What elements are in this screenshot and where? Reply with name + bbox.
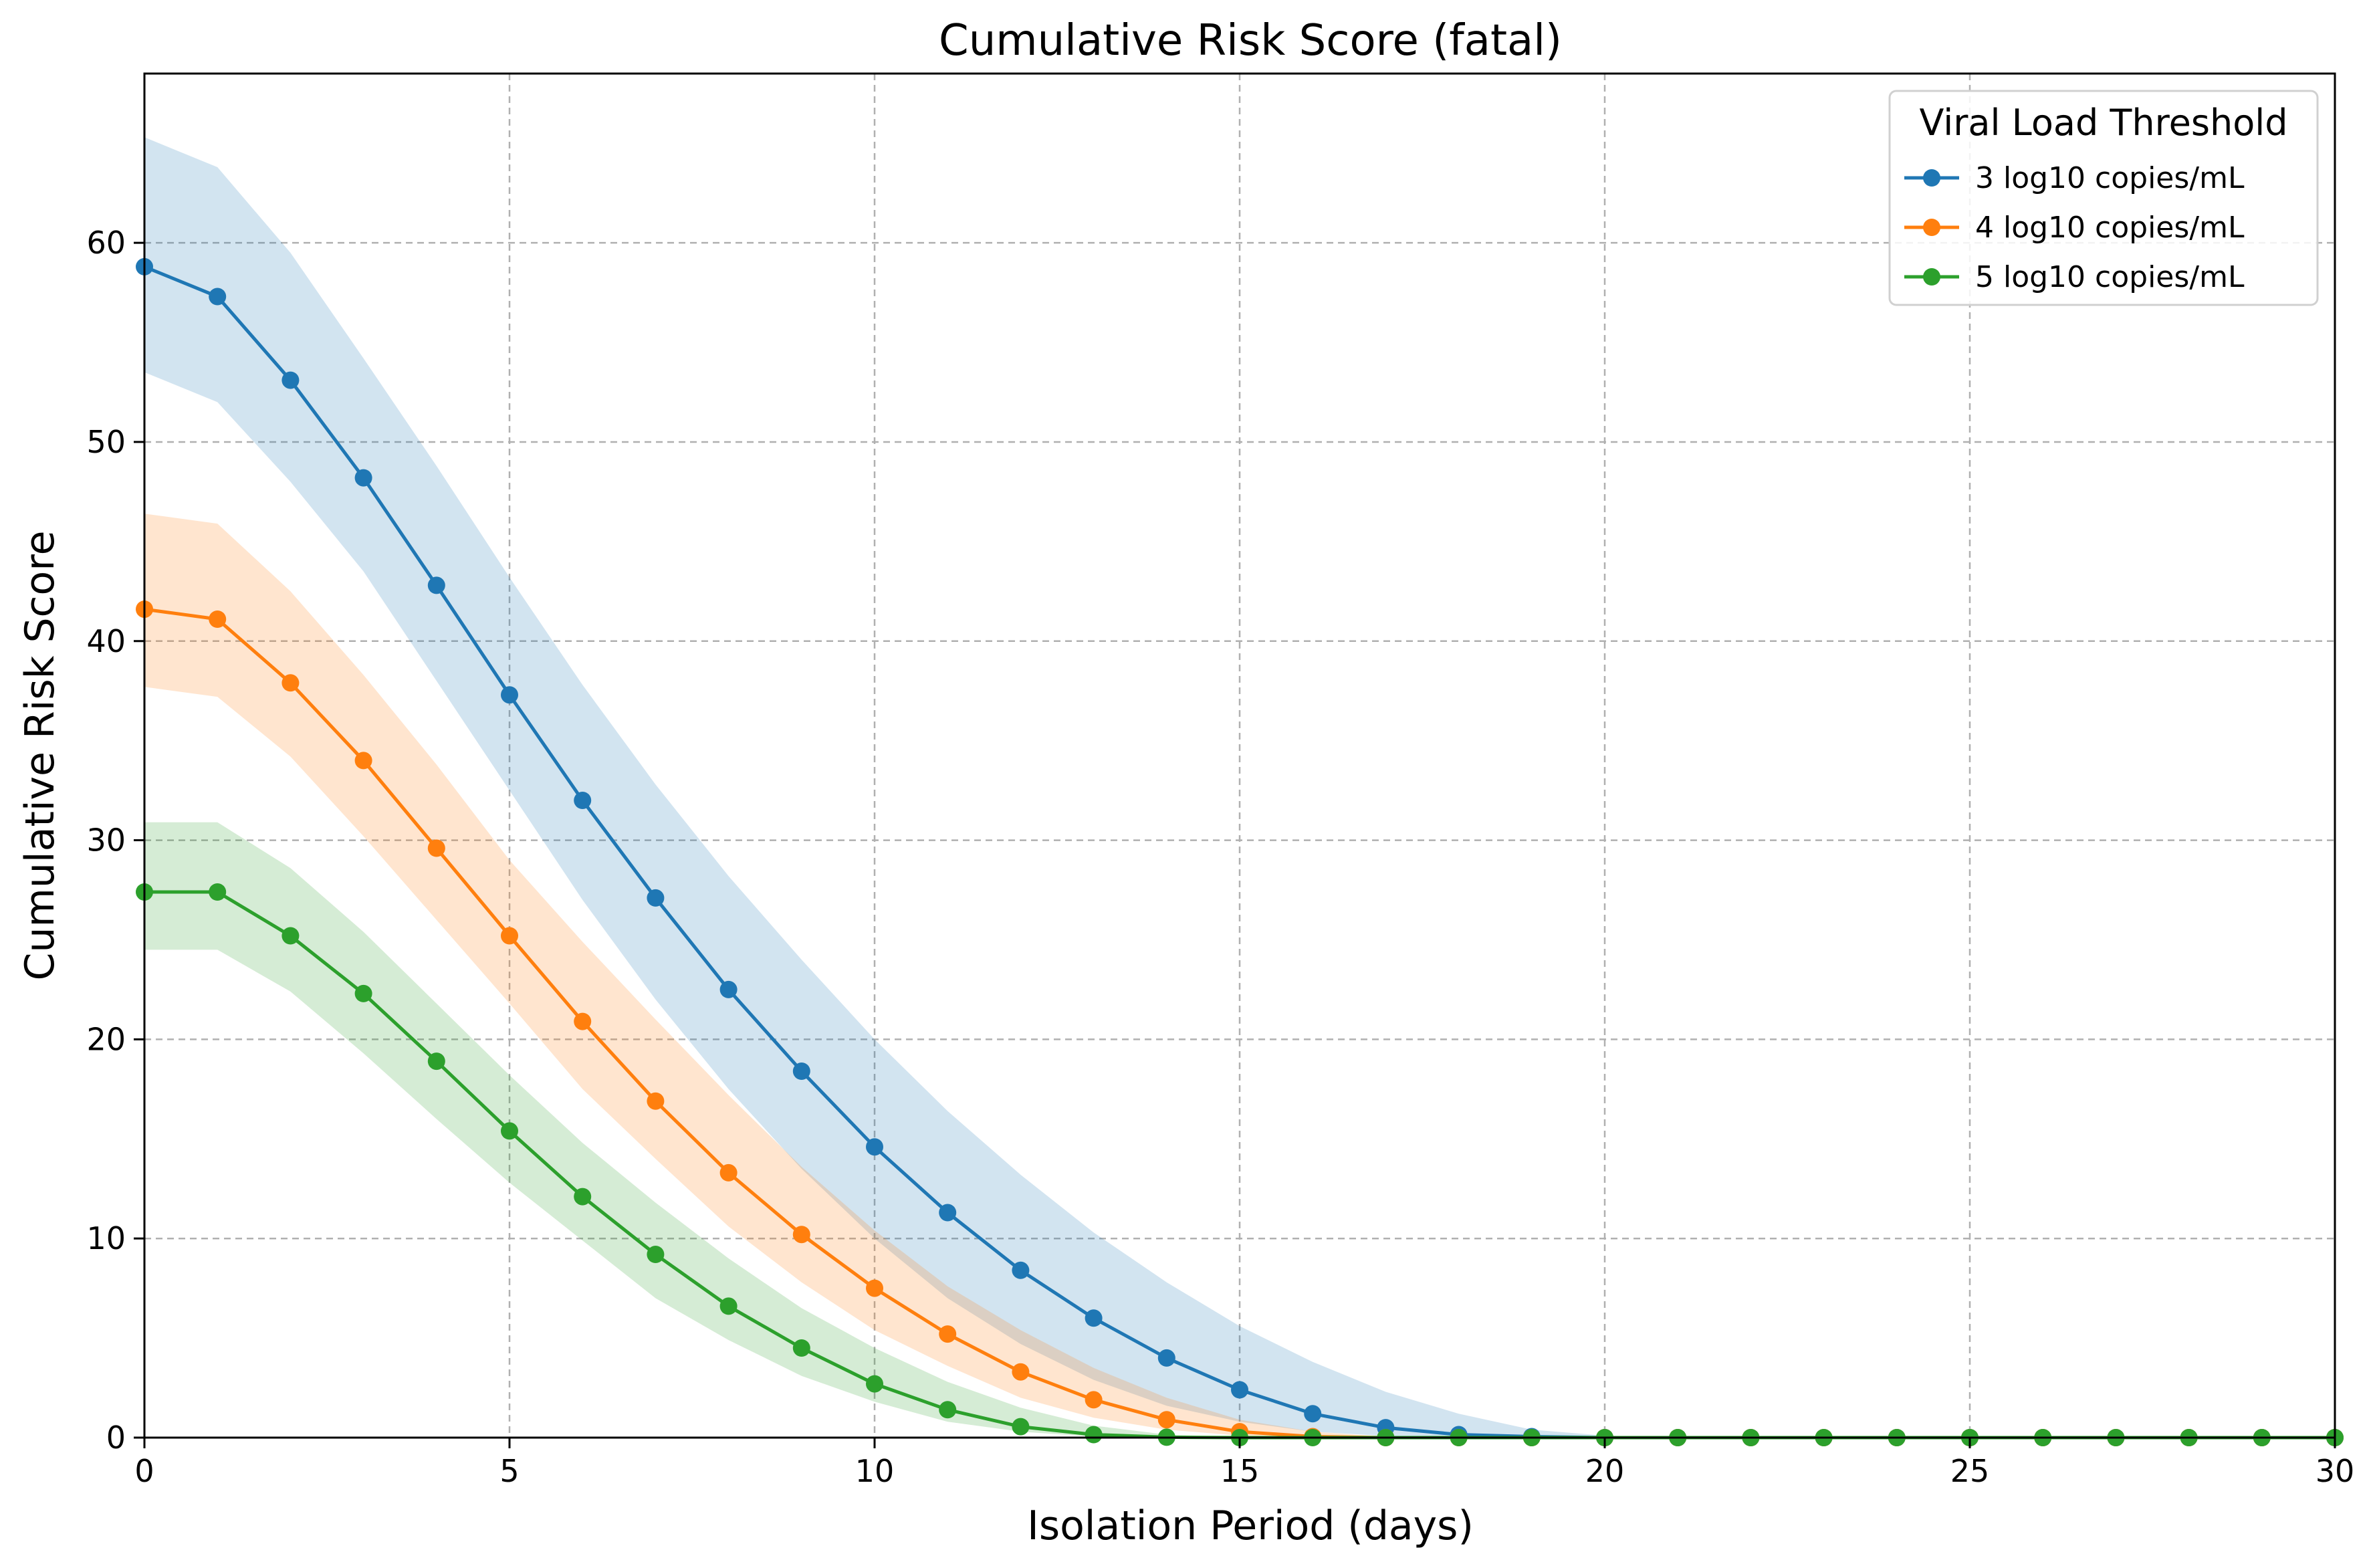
- data-point: [1304, 1405, 1322, 1423]
- axes: 0 5 10 15 20 25 30 0 10 20 30 40 50 60: [86, 72, 2355, 1489]
- data-point: [1157, 1349, 1175, 1367]
- data-point: [792, 1226, 810, 1244]
- x-tick-label: 0: [134, 1453, 154, 1489]
- data-point: [1157, 1411, 1175, 1429]
- legend-swatch-marker: [1923, 169, 1940, 187]
- data-point: [574, 1012, 592, 1030]
- data-point: [939, 1204, 957, 1222]
- confidence-band-1: [144, 137, 2335, 1438]
- data-point: [866, 1375, 883, 1393]
- legend-label: 3 log10 copies/mL: [1975, 161, 2245, 195]
- data-point: [647, 1092, 665, 1110]
- data-point: [719, 1297, 738, 1315]
- data-point: [866, 1279, 883, 1297]
- data-point: [209, 883, 227, 901]
- legend-swatch-marker: [1923, 219, 1940, 236]
- data-point: [939, 1401, 957, 1419]
- confidence-bands: [144, 137, 2335, 1438]
- data-point: [427, 1052, 445, 1071]
- y-tick-label: 50: [86, 424, 126, 460]
- data-point: [209, 288, 227, 306]
- x-tick-label: 15: [1220, 1453, 1260, 1489]
- data-point: [792, 1339, 810, 1357]
- legend-title: Viral Load Threshold: [1919, 102, 2287, 144]
- data-point: [281, 927, 300, 945]
- y-tick-label: 40: [86, 623, 126, 659]
- y-tick-label: 0: [106, 1420, 126, 1456]
- y-tick-label: 10: [86, 1220, 126, 1256]
- series-lines: [136, 257, 2344, 1446]
- y-tick-label: 60: [86, 225, 126, 261]
- x-tick-label: 5: [499, 1453, 519, 1489]
- data-point: [866, 1138, 883, 1156]
- x-tick-label: 25: [1950, 1453, 1990, 1489]
- data-point: [1231, 1381, 1248, 1399]
- legend-label: 5 log10 copies/mL: [1975, 260, 2245, 294]
- data-point: [427, 839, 445, 857]
- legend-swatch-marker: [1923, 268, 1940, 286]
- y-tick-label: 30: [86, 822, 126, 859]
- data-point: [647, 889, 665, 907]
- data-point: [501, 1122, 518, 1140]
- chart-title: Cumulative Risk Score (fatal): [939, 16, 1562, 66]
- x-axis-label: Isolation Period (days): [1027, 1502, 1474, 1549]
- x-tick-label: 10: [855, 1453, 895, 1489]
- data-point: [719, 980, 738, 998]
- data-point: [1085, 1426, 1103, 1444]
- data-point: [354, 469, 372, 487]
- data-point: [1085, 1391, 1103, 1409]
- data-point: [1012, 1363, 1030, 1381]
- y-axis-label: Cumulative Risk Score: [17, 530, 64, 980]
- x-tick-label: 30: [2316, 1453, 2355, 1489]
- data-point: [501, 927, 518, 945]
- y-tick-label: 20: [86, 1021, 126, 1057]
- data-point: [1085, 1309, 1103, 1327]
- confidence-band-2: [144, 514, 2335, 1438]
- data-point: [574, 792, 592, 809]
- legend: Viral Load Threshold 3 log10 copies/mL 4 l…: [1888, 90, 2319, 306]
- x-tick-label: 20: [1585, 1453, 1625, 1489]
- legend-label: 4 log10 copies/mL: [1975, 211, 2245, 245]
- data-point: [427, 576, 445, 594]
- data-point: [281, 674, 300, 692]
- data-point: [501, 686, 518, 704]
- data-point: [792, 1062, 810, 1080]
- data-point: [574, 1188, 592, 1206]
- data-point: [719, 1163, 738, 1182]
- legend-box: [1888, 90, 2319, 306]
- data-point: [281, 371, 300, 389]
- data-point: [354, 984, 372, 1002]
- confidence-band-3: [144, 822, 2335, 1438]
- data-point: [939, 1325, 957, 1343]
- data-point: [1012, 1418, 1030, 1436]
- data-point: [209, 610, 227, 628]
- data-point: [354, 752, 372, 770]
- data-point: [1012, 1261, 1030, 1279]
- data-point: [647, 1246, 665, 1263]
